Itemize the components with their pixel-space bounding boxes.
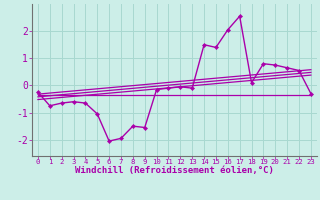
X-axis label: Windchill (Refroidissement éolien,°C): Windchill (Refroidissement éolien,°C) (75, 166, 274, 175)
